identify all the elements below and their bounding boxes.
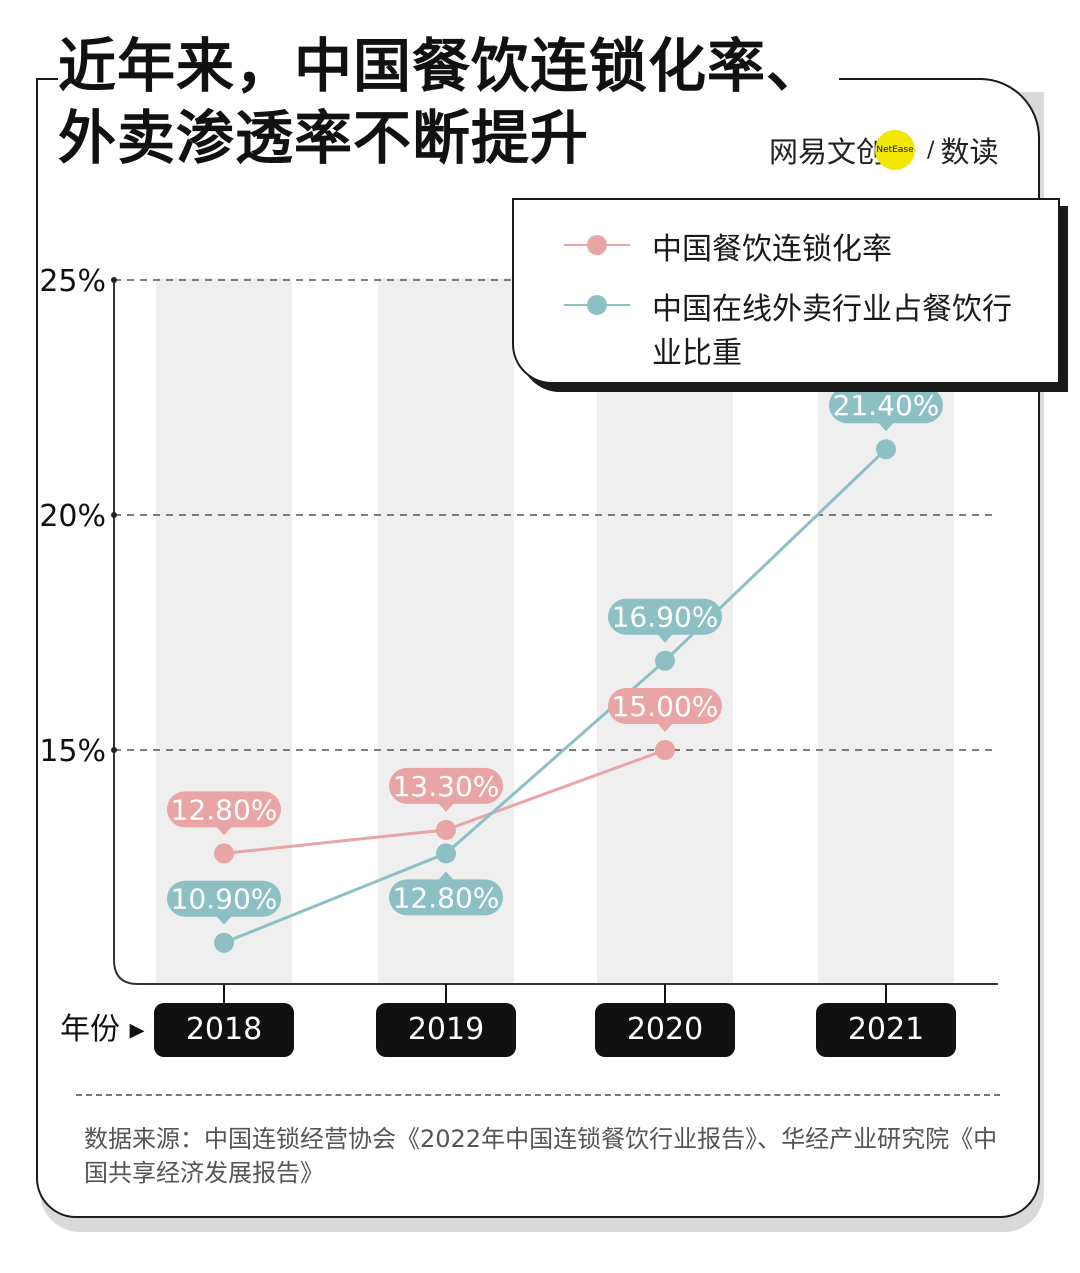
legend-item-delivery-share: 中国在线外卖行业占餐饮行业比重 bbox=[564, 288, 1022, 376]
data-label-s2-2020: 16.90% bbox=[612, 601, 719, 634]
y-tick-label-15: 15% bbox=[39, 734, 106, 769]
data-point-s2-2018 bbox=[214, 932, 234, 953]
data-point-s2-2020 bbox=[655, 650, 675, 671]
x-tick-2019: 2019 bbox=[376, 1003, 516, 1057]
page-title: 近年来，中国餐饮连锁化率、 外卖渗透率不断提升 bbox=[58, 30, 840, 174]
y-tick-label-25: 25% bbox=[39, 264, 106, 299]
data-label-s1-2019: 13.30% bbox=[393, 770, 500, 803]
x-axis-title: 年份 ▸ bbox=[60, 1012, 145, 1047]
data-label-pointer-s1-2020 bbox=[657, 723, 673, 732]
data-label-bg-s1-2019 bbox=[389, 767, 503, 804]
x-tick-2020: 2020 bbox=[595, 1003, 735, 1057]
data-source: 数据来源：中国连锁经营协会《2022年中国连锁餐饮行业报告》、华经产业研究院《中… bbox=[84, 1125, 998, 1187]
data-label-s2-2021: 21.40% bbox=[833, 389, 940, 422]
data-label-bg-s1-2020 bbox=[608, 688, 722, 724]
y-tick-mark-20 bbox=[111, 512, 117, 518]
data-label-bg-s2-2018 bbox=[167, 880, 281, 917]
data-label-s2-2018: 10.90% bbox=[171, 883, 278, 916]
y-tick-label-20: 20% bbox=[39, 499, 106, 534]
source-divider bbox=[76, 1094, 1000, 1096]
x-tick-2018: 2018 bbox=[154, 1003, 294, 1057]
legend-label-delivery-share: 中国在线外卖行业占餐饮行业比重 bbox=[652, 292, 1012, 371]
x-axis-title-text: 年份 bbox=[60, 1012, 120, 1047]
legend-swatch-chain-rate bbox=[564, 235, 630, 255]
legend-swatch-delivery-share bbox=[564, 295, 630, 315]
data-label-bg-s2-2020 bbox=[608, 598, 722, 635]
brand-section: 数读 bbox=[940, 135, 999, 169]
data-point-s2-2019 bbox=[436, 843, 456, 864]
title-line-2: 外卖渗透率不断提升 bbox=[58, 104, 590, 172]
brand-dot-icon: NetEase bbox=[875, 130, 916, 170]
x-tick-2021: 2021 bbox=[816, 1003, 956, 1057]
y-tick-mark-15 bbox=[111, 747, 117, 753]
column-band-2019 bbox=[378, 278, 514, 984]
data-label-bg-s2-2019 bbox=[389, 879, 503, 916]
title-line-1: 近年来，中国餐饮连锁化率、 bbox=[58, 32, 826, 100]
data-label-pointer-s2-2020 bbox=[657, 633, 673, 643]
data-label-pointer-s1-2019 bbox=[438, 802, 454, 812]
data-label-pointer-s2-2018 bbox=[216, 915, 232, 925]
series-line-2 bbox=[223, 448, 888, 945]
data-label-s1-2020: 15.00% bbox=[612, 690, 719, 723]
legend: 中国餐饮连锁化率 中国在线外卖行业占餐饮行业比重 bbox=[512, 198, 1060, 384]
y-tick-mark-25 bbox=[111, 277, 117, 283]
brand-name: 网易文创 bbox=[769, 135, 886, 169]
data-point-s2-2021 bbox=[876, 439, 896, 460]
legend-label-chain-rate: 中国餐饮连锁化率 bbox=[652, 232, 892, 267]
data-label-pointer-s1-2018 bbox=[216, 826, 232, 836]
data-label-bg-s2-2021 bbox=[829, 387, 943, 424]
data-label-pointer-s2-2021 bbox=[878, 422, 894, 432]
data-label-s1-2018: 12.80% bbox=[171, 793, 278, 826]
legend-item-chain-rate: 中国餐饮连锁化率 bbox=[564, 228, 1022, 272]
data-label-pointer-s2-2019 bbox=[438, 871, 454, 881]
data-point-s1-2020 bbox=[655, 740, 675, 760]
brand-slash: / bbox=[927, 137, 935, 163]
data-label-s2-2019: 12.80% bbox=[393, 881, 500, 914]
data-point-s1-2019 bbox=[436, 819, 456, 840]
data-label-bg-s1-2018 bbox=[167, 791, 281, 828]
axis-frame bbox=[113, 278, 998, 985]
data-point-s1-2018 bbox=[214, 843, 234, 864]
column-band-2018 bbox=[156, 278, 292, 984]
brand-logo: 网易文创 NetEase / 数读 bbox=[765, 130, 1003, 170]
